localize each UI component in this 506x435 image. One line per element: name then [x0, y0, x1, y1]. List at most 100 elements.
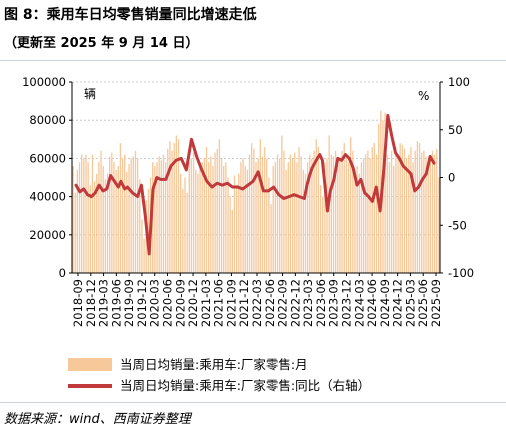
x-tick-label: 2021-09 [224, 279, 238, 327]
bar [78, 162, 81, 273]
x-tick-label: 2023-06 [314, 279, 328, 327]
bar [367, 150, 369, 273]
bar [253, 148, 255, 273]
bar [231, 209, 233, 273]
bar [192, 152, 195, 273]
legend: 当周日均销量:乘用车:厂家零售:月 当周日均销量:乘用车:厂家零售:同比（右轴） [68, 357, 370, 393]
bar [259, 139, 261, 273]
bar [117, 166, 119, 273]
right-tick-label: 0 [448, 171, 455, 185]
x-tick-label: 2022-03 [250, 279, 264, 327]
bar [223, 166, 225, 273]
bar [173, 143, 175, 273]
bar [423, 150, 425, 273]
bar [283, 150, 285, 273]
bar [220, 158, 223, 273]
bar [410, 146, 412, 273]
x-tick-label: 2022-09 [276, 279, 290, 327]
bar [93, 181, 96, 273]
bar [225, 162, 227, 273]
bar [205, 146, 208, 273]
figure-subtitle: （更新至 2025 年 9 月 14 日） [4, 36, 199, 51]
x-tick-label: 2023-12 [340, 279, 354, 327]
x-tick-label: 2020-09 [173, 279, 187, 327]
bar [304, 173, 307, 273]
bar [188, 162, 190, 273]
x-tick-label: 2021-06 [212, 279, 226, 327]
bar [227, 177, 229, 273]
bar [132, 156, 134, 273]
bar [358, 173, 360, 273]
bar [276, 154, 279, 273]
bar [81, 154, 83, 273]
bar [203, 158, 206, 273]
x-tick-label: 2022-12 [288, 279, 302, 327]
right-tick-label: -50 [448, 218, 467, 232]
bar [119, 143, 122, 273]
bar [418, 143, 421, 273]
x-tick-label: 2024-06 [365, 279, 379, 327]
bar [382, 120, 384, 273]
x-tick-label: 2020-03 [148, 279, 162, 327]
bar [124, 154, 126, 273]
bar [332, 156, 335, 273]
bar [285, 169, 287, 273]
bar [371, 146, 373, 273]
bar [421, 152, 423, 273]
bar [154, 166, 156, 273]
x-tick-label: 2021-03 [199, 279, 213, 327]
bar [98, 162, 100, 273]
bar [268, 177, 270, 273]
title-divider [0, 60, 506, 61]
bar [175, 135, 178, 273]
line-series [74, 113, 436, 256]
left-tick-label: 0 [59, 266, 66, 280]
bar [313, 150, 315, 273]
bar [425, 156, 427, 273]
bar [235, 185, 238, 273]
bar [160, 160, 162, 273]
bar [261, 156, 264, 273]
bar [319, 185, 322, 273]
bar [244, 166, 246, 273]
bar [156, 162, 158, 273]
bar [89, 185, 91, 273]
bar [294, 152, 296, 273]
bar [115, 169, 117, 273]
bar [216, 148, 218, 273]
bar [106, 173, 109, 273]
figure-title: 图 8：乘用车日均零售销量同比增速走低 [4, 7, 257, 23]
bar [345, 158, 348, 273]
bar [108, 156, 111, 273]
bar [134, 150, 137, 273]
x-axis-ticks: 2018-092018-122019-032019-062019-092019-… [71, 273, 443, 327]
bar [182, 188, 184, 273]
bar [210, 156, 212, 273]
bar [354, 169, 356, 273]
x-tick-label: 2020-06 [161, 279, 175, 327]
left-tick-label: 20000 [29, 228, 66, 242]
bar [405, 158, 408, 273]
bar [356, 166, 358, 273]
bar [408, 154, 410, 273]
bar [302, 169, 305, 273]
x-tick-label: 2025-03 [403, 279, 417, 327]
bar [180, 173, 182, 273]
bar [136, 158, 139, 273]
bar [401, 145, 403, 273]
x-tick-label: 2020-12 [186, 279, 200, 327]
bar [100, 150, 102, 273]
bar [251, 143, 253, 273]
bar [242, 158, 244, 273]
legend-line-label: 当周日均销量:乘用车:厂家零售:同比（右轴） [120, 378, 370, 393]
legend-bar-swatch [68, 358, 112, 371]
x-tick-label: 2024-09 [378, 279, 392, 327]
left-tick-label: 100000 [22, 75, 66, 89]
bar [121, 158, 124, 273]
bar [255, 162, 257, 273]
x-tick-label: 2021-12 [237, 279, 251, 327]
x-tick-label: 2024-03 [352, 279, 366, 327]
bar [218, 139, 221, 273]
bar [83, 158, 85, 273]
bar [375, 154, 378, 273]
